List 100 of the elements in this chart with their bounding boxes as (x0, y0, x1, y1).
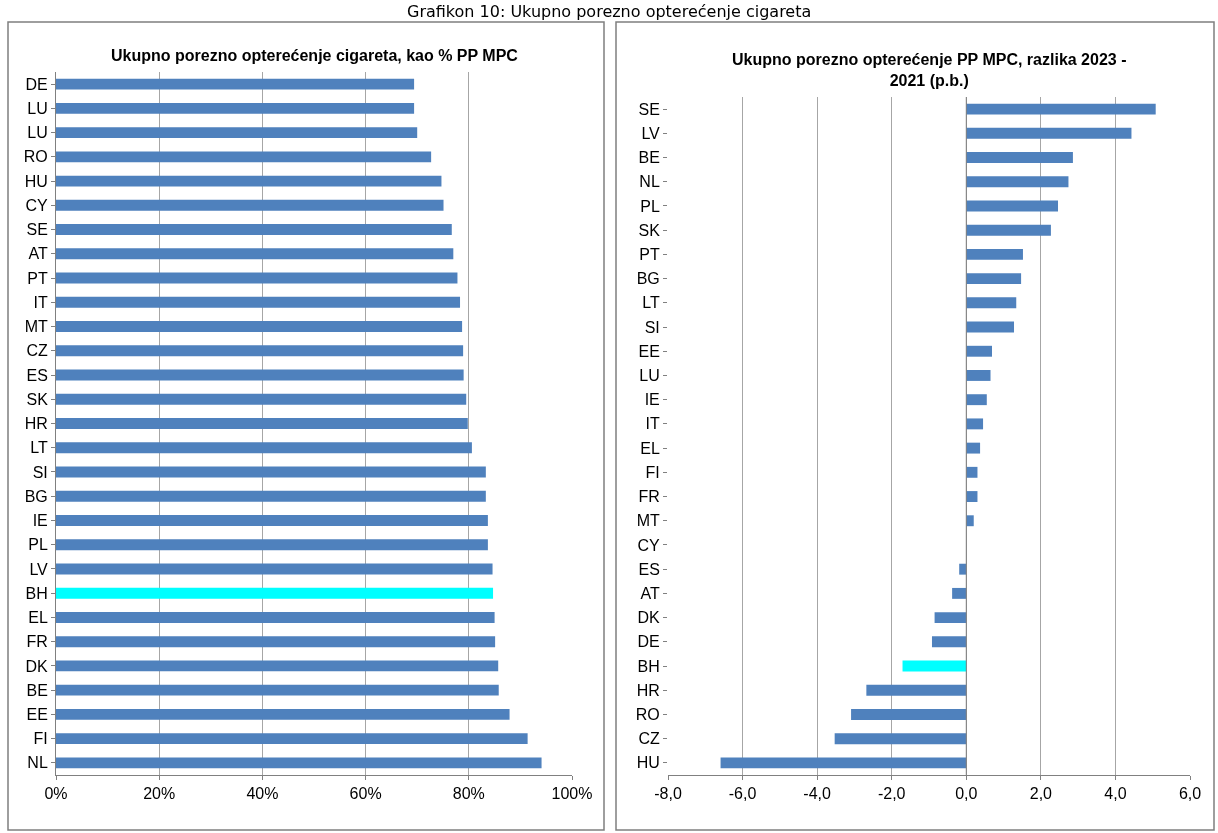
bar (966, 297, 1017, 309)
x-tick-label: 80% (452, 785, 485, 803)
y-tick-label: BE (638, 149, 660, 167)
y-tick-label: EL (640, 439, 660, 457)
y-tick-label: RO (635, 706, 660, 724)
bar (56, 684, 499, 696)
y-tick-label: RO (23, 148, 48, 166)
y-tick-label: BE (26, 681, 48, 699)
y-tick-label: IE (644, 391, 660, 409)
bar (851, 709, 967, 720)
bar (56, 151, 432, 163)
y-tick-label: EL (28, 609, 48, 627)
bar (56, 199, 444, 211)
y-tick-label: DK (637, 609, 661, 627)
y-tick-label: SK (638, 221, 661, 239)
y-tick-label: LU (27, 99, 48, 117)
bar (56, 248, 454, 260)
bar (966, 418, 984, 430)
bar (866, 684, 967, 696)
bar (56, 490, 486, 502)
y-tick-label: SE (26, 221, 48, 239)
y-tick-label: IT (645, 415, 661, 433)
bar (56, 611, 495, 623)
bar (56, 442, 472, 454)
y-tick-label: BG (24, 487, 48, 505)
y-tick-label: LV (641, 124, 661, 142)
bar (966, 273, 1022, 285)
bar (56, 369, 464, 381)
y-tick-label: HR (24, 415, 48, 433)
bar (966, 248, 1023, 260)
x-tick-label: 0,0 (955, 785, 978, 803)
y-tick-label: AT (28, 245, 49, 263)
y-tick-label: SI (644, 318, 660, 336)
y-tick-label: HR (636, 681, 660, 699)
bar (56, 296, 461, 308)
x-tick-label: -8,0 (654, 785, 682, 803)
y-tick-label: CZ (638, 730, 661, 748)
bar (966, 515, 974, 527)
bar (56, 757, 542, 769)
bar (966, 152, 1073, 163)
y-tick-label: FI (33, 730, 48, 748)
x-tick-label: 6,0 (1178, 785, 1202, 803)
y-tick-label: CY (25, 196, 49, 214)
y-tick-label: IT (33, 293, 49, 311)
bar (56, 733, 528, 745)
y-tick-label: ES (638, 560, 660, 578)
bar (952, 587, 967, 599)
y-tick-label: EE (26, 706, 48, 723)
text: Grafikon 10: Ukupno porezno opterećenje cigareta (407, 2, 812, 21)
x-tick-label: 100% (551, 785, 593, 803)
bar (966, 127, 1132, 139)
y-tick-label: DE (25, 75, 48, 93)
y-tick-label: HU (636, 754, 660, 772)
y-tick-label: AT (640, 584, 661, 602)
y-tick-label: ES (26, 366, 48, 384)
y-tick-label: LU (639, 367, 660, 385)
y-tick-label: LT (30, 439, 49, 457)
bar (56, 515, 488, 526)
y-tick-label: FR (26, 633, 48, 651)
y-tick-label: PL (28, 536, 48, 554)
bar (966, 200, 1059, 212)
y-tick-label: PT (27, 269, 49, 287)
y-tick-label: IE (32, 512, 48, 530)
bar (959, 563, 967, 575)
bar (720, 757, 967, 769)
y-tick-label: SI (32, 463, 48, 481)
y-tick-label: NL (27, 754, 48, 772)
bar (56, 345, 464, 357)
bar (56, 102, 415, 114)
y-tick-label: HU (24, 172, 48, 190)
y-tick-label: MT (636, 512, 661, 530)
chart-title: Ukupno porezno opterećenje cigareta, kao % PP MPC (111, 47, 519, 64)
x-tick-label: -4,0 (803, 785, 832, 803)
y-tick-label: MT (24, 318, 49, 336)
y-tick-label: SK (26, 390, 49, 408)
y-tick-label: CY (637, 536, 661, 554)
bar (56, 418, 468, 429)
y-tick-label: CZ (26, 342, 49, 360)
y-tick-label: SE (638, 100, 660, 118)
bar (966, 345, 993, 357)
y-tick-label: PT (639, 245, 661, 263)
bar (56, 636, 496, 648)
bar (56, 224, 452, 236)
bar (56, 78, 415, 90)
bar (56, 708, 510, 720)
x-tick-label: 0% (44, 785, 68, 803)
bar (966, 370, 991, 381)
y-tick-label: DE (637, 633, 660, 651)
x-tick-label: 2,0 (1029, 785, 1053, 803)
bar (966, 491, 978, 502)
bar (966, 321, 1015, 333)
bar (934, 612, 967, 624)
y-tick-label: DK (25, 657, 49, 675)
y-tick-label: LV (29, 560, 49, 578)
bar (966, 224, 1051, 236)
bar (966, 176, 1069, 188)
chart-title: Ukupno porezno opterećenje PP MPC, razlika 2023 - 2021 (p.b.) (732, 51, 1127, 89)
y-tick-label: PL (640, 197, 660, 215)
x-tick-label: -2,0 (877, 785, 906, 803)
bar (56, 466, 486, 478)
